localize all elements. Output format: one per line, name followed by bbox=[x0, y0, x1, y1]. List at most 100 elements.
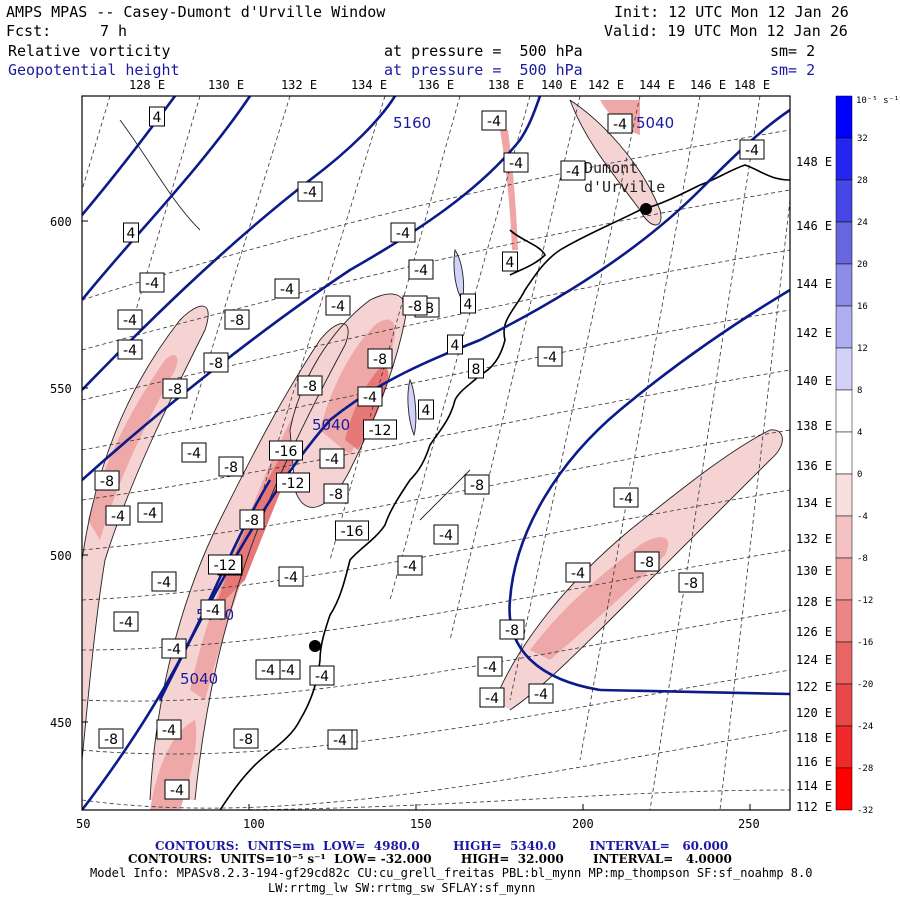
right-longitude-label: 148 E bbox=[796, 155, 832, 169]
colorbar-unit: 10⁻⁵ s⁻¹ bbox=[856, 96, 899, 106]
vorticity-value-label: -4 bbox=[408, 259, 434, 280]
dumont-durville-station-icon bbox=[640, 203, 652, 215]
colorbar-label: -24 bbox=[857, 722, 873, 732]
field1-smoothing: sm= 2 bbox=[770, 42, 816, 60]
right-longitude-label: 114 E bbox=[796, 779, 832, 793]
right-longitude-label: 138 E bbox=[796, 419, 832, 433]
field1-name: Relative vorticity bbox=[8, 42, 171, 60]
colorbar-swatch bbox=[835, 221, 853, 265]
right-longitude-label: 140 E bbox=[796, 374, 832, 388]
colorbar-label: 28 bbox=[857, 176, 868, 186]
vorticity-value-label: -4 bbox=[537, 346, 563, 367]
height-label: 5040 bbox=[636, 114, 674, 132]
vorticity-value-label: -4 bbox=[117, 309, 143, 330]
svg-text:-8: -8 bbox=[408, 299, 422, 315]
svg-text:-4: -4 bbox=[315, 669, 329, 685]
svg-text:-8: -8 bbox=[303, 379, 317, 395]
svg-text:-4: -4 bbox=[206, 603, 220, 619]
vorticity-value-label: -8 bbox=[203, 352, 229, 373]
colorbar-label: 20 bbox=[857, 260, 868, 270]
svg-text:-4: -4 bbox=[157, 575, 171, 591]
forecast-value: 7 h bbox=[100, 22, 128, 40]
vorticity-value-label: -4 bbox=[164, 779, 190, 800]
svg-text:-12: -12 bbox=[214, 558, 237, 574]
x-tick-label: 100 bbox=[243, 817, 265, 831]
height-label: 5040 bbox=[180, 670, 218, 688]
svg-text:-4: -4 bbox=[571, 566, 585, 582]
svg-text:-8: -8 bbox=[209, 356, 223, 372]
svg-text:-4: -4 bbox=[485, 691, 499, 707]
footer-model-info: Model Info: MPASv8.2.3-194-gf29cd82c CU:… bbox=[90, 866, 813, 880]
height-labels: 5160 5040 5040 5040 5040 bbox=[180, 114, 674, 688]
colorbar-label: -4 bbox=[857, 512, 868, 522]
svg-text:-4: -4 bbox=[414, 263, 428, 279]
vorticity-value-label: -4 bbox=[139, 272, 165, 293]
svg-text:-8: -8 bbox=[168, 382, 182, 398]
colorbar-label: -28 bbox=[857, 764, 873, 774]
svg-text:-8: -8 bbox=[640, 555, 654, 571]
svg-text:-4: -4 bbox=[333, 733, 347, 749]
colorbar-swatch bbox=[835, 137, 853, 181]
vorticity-value-label: 8 bbox=[468, 358, 484, 379]
vorticity-value-label: -8 bbox=[98, 728, 124, 749]
vorticity-value-label: -8 bbox=[218, 456, 244, 477]
vorticity-value-label: -4 bbox=[390, 222, 416, 243]
svg-text:-8: -8 bbox=[505, 623, 519, 639]
vorticity-value-label: -4 bbox=[319, 448, 345, 469]
right-longitude-label: 132 E bbox=[796, 532, 832, 546]
vorticity-value-label: -4 bbox=[156, 719, 182, 740]
vorticity-value-label: -8 bbox=[499, 619, 525, 640]
vorticity-value-label: -4 bbox=[105, 505, 131, 526]
svg-text:-8: -8 bbox=[104, 732, 118, 748]
vorticity-value-label: -4 bbox=[477, 656, 503, 677]
plot-title: AMPS MPAS -- Casey-Dumont d'Urville Wind… bbox=[6, 3, 386, 21]
svg-text:4: 4 bbox=[506, 255, 515, 271]
right-longitude-label: 112 E bbox=[796, 800, 832, 814]
svg-text:-4: -4 bbox=[281, 663, 295, 679]
svg-text:-12: -12 bbox=[369, 423, 392, 439]
field2-name: Geopotential height bbox=[8, 61, 180, 79]
svg-text:-4: -4 bbox=[143, 506, 157, 522]
vorticity-value-label: -4 bbox=[607, 113, 633, 134]
top-longitude-label: 136 E bbox=[418, 78, 454, 92]
vorticity-value-label: -4 bbox=[560, 160, 586, 181]
svg-text:-4: -4 bbox=[483, 660, 497, 676]
vorticity-value-label: -4 bbox=[503, 152, 529, 173]
colorbar-swatch bbox=[835, 95, 853, 139]
svg-text:-4: -4 bbox=[261, 663, 275, 679]
top-longitude-label: 128 E bbox=[129, 78, 165, 92]
right-longitude-label: 124 E bbox=[796, 653, 832, 667]
svg-text:-4: -4 bbox=[123, 313, 137, 329]
footer-height-contours: CONTOURS: UNITS=m LOW= 4980.0 HIGH= 5340… bbox=[155, 839, 729, 853]
colorbar-swatch bbox=[835, 683, 853, 727]
vorticity-value-label: -4 bbox=[297, 181, 323, 202]
svg-text:4: 4 bbox=[153, 110, 162, 126]
right-longitude-label: 122 E bbox=[796, 680, 832, 694]
vorticity-value-label: -8 bbox=[239, 509, 265, 530]
svg-text:-4: -4 bbox=[566, 164, 580, 180]
vorticity-value-label: -8 bbox=[162, 378, 188, 399]
top-longitude-label: 138 E bbox=[488, 78, 524, 92]
colorbar-label: 32 bbox=[857, 134, 868, 144]
svg-text:-4: -4 bbox=[403, 559, 417, 575]
svg-text:-4: -4 bbox=[303, 185, 317, 201]
footer-vorticity-contours: CONTOURS: UNITS=10⁻⁵ s⁻¹ LOW= -32.000 HI… bbox=[128, 852, 732, 866]
vorticity-value-label: -8 bbox=[297, 375, 323, 396]
vorticity-value-label: -4 bbox=[309, 665, 335, 686]
y-tick-label: 500 bbox=[50, 549, 72, 563]
vorticity-value-label: -4 bbox=[613, 487, 639, 508]
svg-text:-4: -4 bbox=[331, 299, 345, 315]
colorbar-swatch bbox=[835, 473, 853, 517]
x-tick-label: 50 bbox=[76, 817, 90, 831]
svg-text:-16: -16 bbox=[275, 444, 298, 460]
vorticity-value-label: 4 bbox=[418, 399, 434, 420]
svg-text:-8: -8 bbox=[329, 487, 343, 503]
svg-text:-4: -4 bbox=[284, 570, 298, 586]
vorticity-value-label: -4 bbox=[274, 278, 300, 299]
vorticity-value-label: -8 bbox=[94, 470, 120, 491]
svg-text:8: 8 bbox=[472, 362, 481, 378]
field2-level: at pressure = 500 hPa bbox=[384, 61, 583, 79]
axis-ticks bbox=[81, 220, 751, 810]
vorticity-value-label: -4 bbox=[739, 139, 765, 160]
svg-text:-4: -4 bbox=[613, 117, 627, 133]
